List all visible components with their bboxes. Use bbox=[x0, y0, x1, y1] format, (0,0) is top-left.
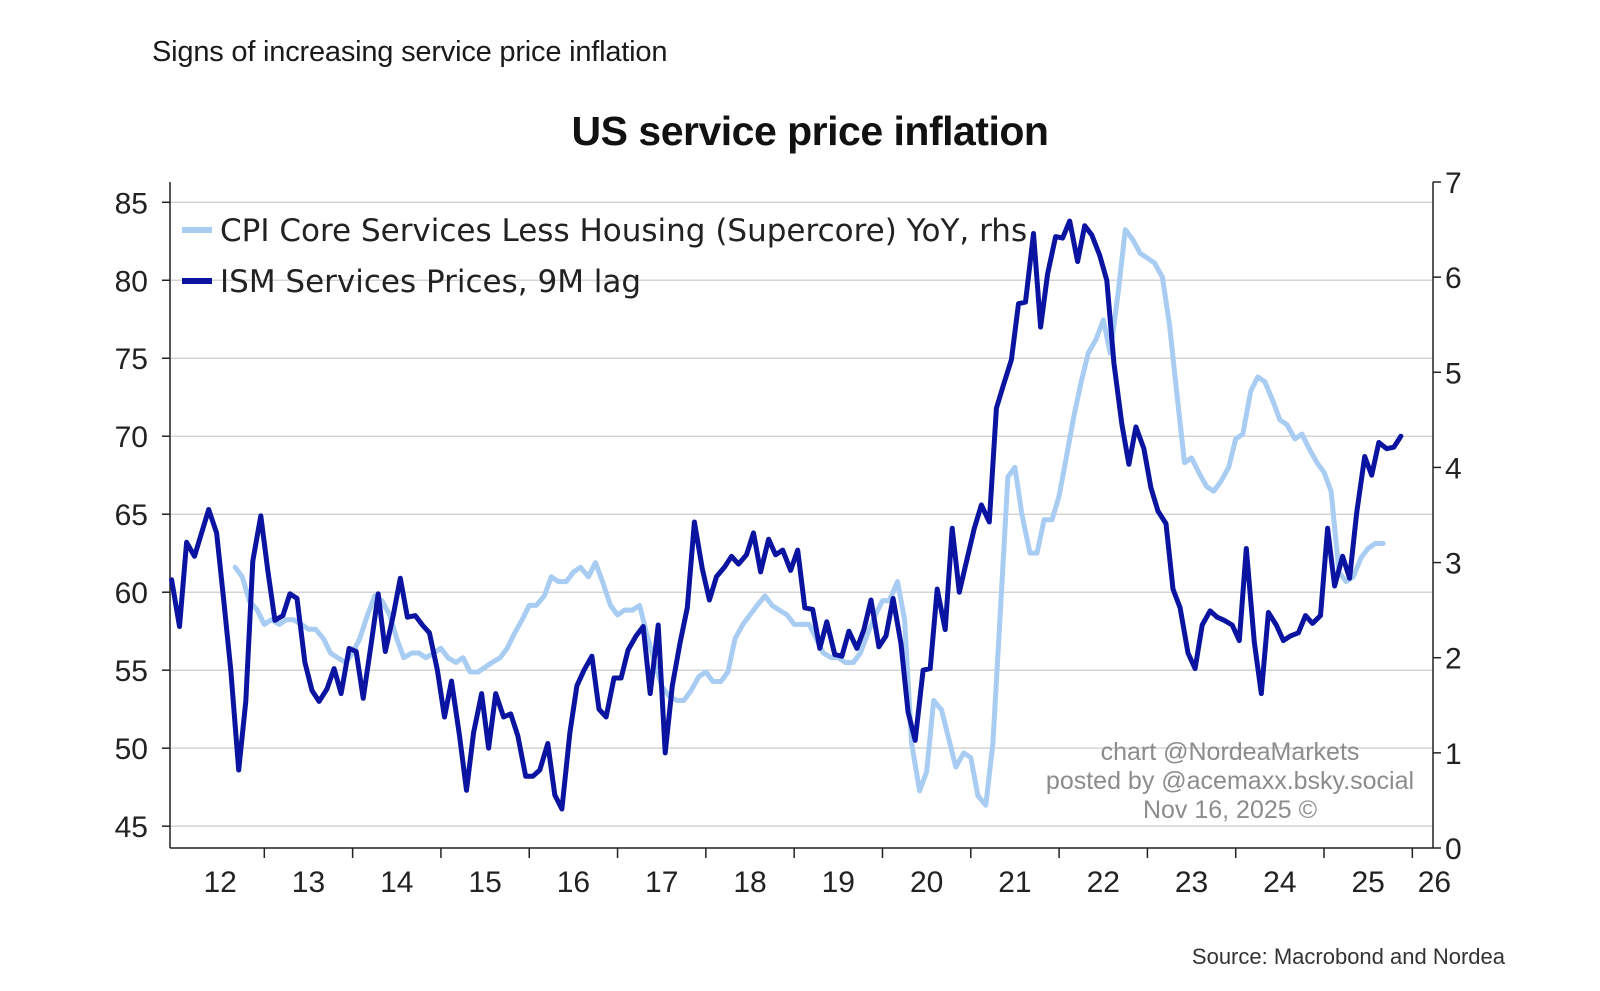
x-tick-label-12: 12 bbox=[203, 866, 236, 899]
series-line-ism bbox=[169, 218, 1404, 812]
watermark-line-2: posted by @acemaxx.bsky.social bbox=[1045, 767, 1415, 795]
x-tick-label-25: 25 bbox=[1351, 866, 1384, 899]
x-tick-label-21: 21 bbox=[998, 866, 1031, 899]
series-line-supercore bbox=[232, 227, 1386, 808]
y-right-tick-label: 2 bbox=[1445, 643, 1462, 676]
y-right-tick-label: 3 bbox=[1445, 548, 1462, 581]
y-left-tick-label: 55 bbox=[115, 655, 148, 688]
x-tick-label-26: 26 bbox=[1418, 866, 1451, 899]
x-tick-label-20: 20 bbox=[910, 866, 943, 899]
y-left-tick-label: 60 bbox=[115, 577, 148, 610]
x-tick-label-19: 19 bbox=[822, 866, 855, 899]
series-lines bbox=[169, 218, 1404, 812]
legend-label-supercore: CPI Core Services Less Housing (Supercor… bbox=[220, 213, 1027, 249]
x-tick-label-16: 16 bbox=[557, 866, 590, 899]
y-right-tick-label: 7 bbox=[1445, 167, 1462, 200]
x-tick-label-22: 22 bbox=[1087, 866, 1120, 899]
y-left-tick-label: 65 bbox=[115, 499, 148, 532]
y-left-tick-label: 45 bbox=[115, 811, 148, 844]
legend: CPI Core Services Less Housing (Supercor… bbox=[182, 213, 1027, 300]
x-tick-label-24: 24 bbox=[1263, 866, 1296, 899]
x-tick-label-14: 14 bbox=[380, 866, 413, 899]
watermark-line-3: Nov 16, 2025 © bbox=[1142, 796, 1318, 824]
legend-label-ism: ISM Services Prices, 9M lag bbox=[220, 264, 641, 300]
y-left-tick-label: 50 bbox=[115, 733, 148, 766]
x-tick-label-17: 17 bbox=[645, 866, 678, 899]
source-note: Source: Macrobond and Nordea bbox=[1191, 944, 1505, 969]
x-tick-label-13: 13 bbox=[292, 866, 325, 899]
gridlines bbox=[170, 201, 1433, 827]
y-right-tick-label: 1 bbox=[1445, 738, 1462, 771]
y-left-tick-label: 85 bbox=[115, 187, 148, 220]
y-right-tick-label: 4 bbox=[1445, 452, 1462, 485]
page-header-title: Signs of increasing service price inflat… bbox=[152, 36, 668, 68]
watermark-line-1: chart @NordeaMarkets bbox=[1100, 738, 1360, 766]
x-tick-label-23: 23 bbox=[1175, 866, 1208, 899]
y-left-tick-label: 75 bbox=[115, 343, 148, 376]
x-tick-label-18: 18 bbox=[733, 866, 766, 899]
x-tick-label-15: 15 bbox=[468, 866, 501, 899]
y-right-tick-label: 0 bbox=[1445, 833, 1462, 866]
y-right-tick-label: 6 bbox=[1445, 262, 1462, 295]
y-right-tick-label: 5 bbox=[1445, 357, 1462, 390]
watermark: chart @NordeaMarkets posted by @acemaxx.… bbox=[1000, 738, 1460, 825]
y-left-tick-label: 80 bbox=[115, 265, 148, 298]
y-left-tick-label: 70 bbox=[115, 421, 148, 454]
chart-title: US service price inflation bbox=[571, 108, 1049, 154]
